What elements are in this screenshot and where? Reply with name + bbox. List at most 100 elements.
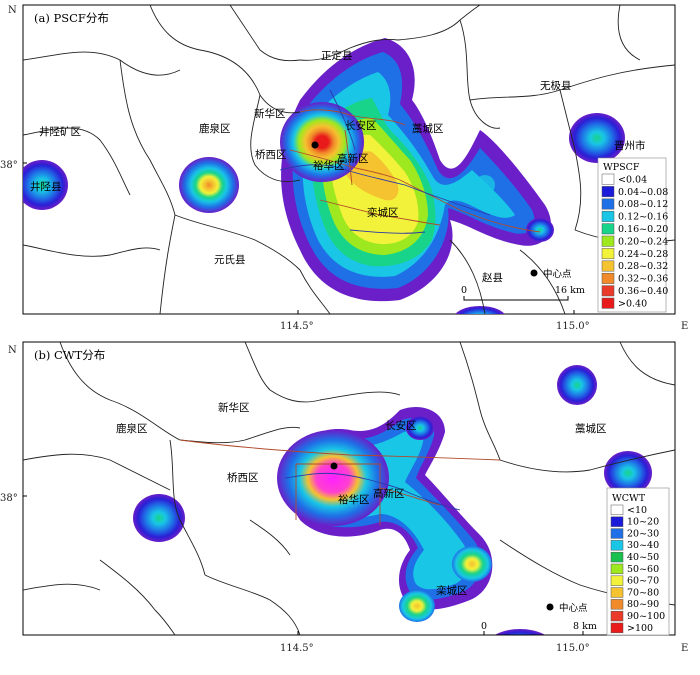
panel-a-district-lines (289, 109, 541, 233)
panel-b-boundaries (23, 342, 675, 635)
panel-a-lon-left-label: 114.5° (280, 321, 314, 332)
panel-b-legend-label: 60~70 (627, 576, 659, 587)
label-yuanshi: 元氏县 (214, 254, 246, 266)
panel-a-legend-swatch (601, 248, 615, 260)
panel-a-east-label: E (681, 321, 688, 332)
panel-a: 正定县 无极县 井陉矿区 鹿泉区 新华区 长安区 藁城区 晋州市 桥西区 裕华区… (22, 4, 676, 315)
panel-b-spot-luquan (133, 494, 185, 542)
label-gaocheng: 藁城区 (412, 122, 444, 135)
label-b-changan: 长安区 (385, 419, 417, 432)
panel-a-legend: WPSCF <0.040.04~0.080.08~0.120.12~0.160.… (597, 157, 668, 313)
panel-a-legend-label: 0.28~0.32 (618, 261, 668, 272)
panel-b-district-lines (179, 439, 501, 525)
panel-b-legend-swatch (610, 540, 624, 551)
panel-a-title: (a) PSCF分布 (34, 11, 109, 25)
label-zhengding: 正定县 (321, 49, 353, 62)
panel-b-legend-label: 40~50 (627, 552, 659, 563)
panel-b-legend-title: WCWT (612, 493, 646, 504)
panel-a-legend-swatch (601, 260, 615, 272)
panel-a-legend-swatch (601, 198, 615, 210)
label-xinhua: 新华区 (254, 107, 286, 120)
panel-b: 新华区 鹿泉区 长安区 藁城区 桥西区 裕华区 高新区 栾城区 (b) CWT分… (22, 341, 676, 636)
panel-a-lon-right-label: 115.0° (556, 321, 590, 332)
panel-b-north-label: N (8, 345, 17, 356)
panel-a-spot-jinzhou (569, 113, 625, 163)
panel-b-legend: WCWT <1010~2020~3030~4040~5050~6060~7070… (606, 487, 670, 636)
panel-b-spot-luancheng-east (452, 546, 492, 582)
panel-b-legend-label: >100 (627, 623, 653, 634)
panel-a-legend-swatch (601, 272, 615, 284)
label-yuhua: 裕华区 (313, 159, 345, 172)
panel-b-legend-swatch (610, 504, 624, 516)
panel-b-legend-swatch (610, 610, 624, 622)
panel-b-legend-label: <10 (627, 505, 647, 516)
panel-a-legend-swatch (601, 186, 615, 198)
panel-a-boundaries (23, 5, 675, 314)
panel-a-scale-max: 16 km (555, 285, 585, 296)
panel-b-legend-label: 90~100 (627, 611, 665, 622)
panel-a-legend-swatch (601, 210, 615, 222)
panel-a-scale-zero: 0 (461, 285, 467, 296)
label-jingxingkuang: 井陉矿区 (39, 125, 81, 138)
panel-a-legend-label: 0.32~0.36 (618, 274, 668, 285)
panel-a-spot-luquan (179, 157, 239, 213)
panel-b-center-point (330, 462, 338, 470)
label-changan: 长安区 (345, 119, 377, 132)
panel-b-legend-swatch (610, 516, 624, 527)
label-b-luancheng: 栾城区 (436, 584, 468, 597)
panel-a-legend-label: >0.40 (618, 298, 647, 309)
panel-b-title: (b) CWT分布 (34, 348, 105, 362)
panel-b-legend-entries: <1010~2020~3030~4040~5050~6060~7070~8080… (610, 504, 665, 634)
panel-a-legend-swatch (601, 223, 615, 235)
label-luquan: 鹿泉区 (199, 122, 231, 135)
panel-a-spot-bottom (455, 306, 505, 314)
panel-a-pscf-plume (281, 38, 551, 302)
panel-b-legend-swatch (610, 551, 624, 563)
panel-b-legend-swatch (610, 563, 624, 575)
panel-a-north-label: N (8, 5, 17, 16)
panel-a-spot-jingxing (23, 160, 68, 210)
panel-b-spot-bottom (495, 629, 545, 635)
label-b-luquan: 鹿泉区 (116, 422, 148, 435)
panel-b-legend-label: 50~60 (627, 564, 659, 575)
label-jingxing: 井陉县 (30, 180, 62, 193)
panel-a-legend-label: 0.20~0.24 (618, 236, 668, 247)
panel-a-center-legend-label: 中心点 (543, 268, 572, 280)
panel-b-east-label: E (681, 643, 688, 654)
label-jinzhou: 晋州市 (614, 139, 646, 152)
panel-b-scale-bar: 0 8 km (481, 621, 597, 636)
panel-b-hotspot (277, 430, 389, 526)
panel-a-center-point (311, 141, 319, 149)
panel-b-legend-label: 10~20 (627, 517, 659, 528)
panel-b-legend-swatch (610, 528, 624, 539)
panel-a-arm-spot (475, 175, 495, 195)
panel-a-arm-tip (526, 218, 554, 242)
panel-b-roads (284, 472, 461, 511)
label-b-qiaoxi: 桥西区 (227, 472, 259, 484)
panel-a-legend-label: 0.08~0.12 (618, 199, 668, 210)
label-qiaoxi: 桥西区 (255, 149, 287, 161)
panel-a-legend-swatch (601, 235, 615, 247)
panel-b-scale-zero: 0 (481, 621, 487, 632)
label-b-gaocheng: 藁城区 (575, 422, 607, 435)
panel-b-spot-top-right (557, 365, 597, 405)
panel-b-lon-right-label: 115.0° (556, 643, 590, 654)
panel-b-legend-swatch (610, 622, 624, 634)
panel-b-legend-label: 70~80 (627, 587, 659, 598)
panel-b-legend-swatch (610, 575, 624, 586)
panel-b-legend-swatch (610, 599, 624, 610)
panel-b-center-legend-dot (546, 603, 554, 611)
panel-a-legend-swatch (601, 285, 615, 297)
panel-a-legend-swatch (601, 297, 615, 309)
panel-a-legend-entries: <0.04 0.04~0.080.08~0.12 0.12~0.160.16~0.2… (601, 173, 668, 309)
panel-a-roads (279, 89, 491, 234)
label-b-yuhua: 裕华区 (338, 493, 370, 506)
panel-a-legend-label: 0.16~0.20 (618, 224, 668, 235)
panel-b-legend-swatch (610, 587, 624, 598)
panel-a-lat-label: 38° (0, 160, 18, 171)
label-gaoxin: 高新区 (337, 152, 369, 165)
panel-b-center-legend-label: 中心点 (559, 602, 588, 614)
panel-a-center-legend-dot (530, 269, 538, 277)
panel-a-scale-bar: 0 16 km (461, 285, 585, 301)
